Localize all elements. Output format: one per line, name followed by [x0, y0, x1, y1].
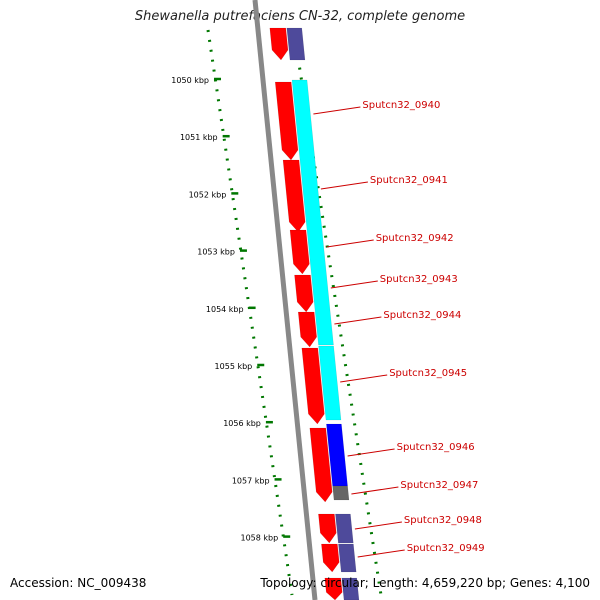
cog-block — [291, 79, 334, 346]
gene-leader-line — [347, 448, 395, 457]
gene-leader-line — [326, 239, 374, 248]
cds-arrow — [274, 81, 299, 161]
cds-arrow — [289, 229, 310, 275]
scale-label: 1051 kbp — [180, 133, 218, 142]
cog-block — [286, 27, 306, 61]
gene-label: Sputcn32_0942 — [376, 233, 454, 244]
cds-arrow — [294, 274, 314, 313]
scale-label: 1058 kbp — [240, 534, 278, 543]
scale-label: 1057 kbp — [232, 476, 270, 485]
cog-block — [335, 513, 354, 544]
cds-arrow — [282, 159, 306, 233]
gene-label: Sputcn32_0945 — [389, 368, 467, 379]
gene-leader-line — [340, 374, 388, 383]
accession-label: Accession: NC_009438 — [10, 576, 147, 590]
cds-arrow — [301, 347, 325, 425]
gene-leader-line — [320, 181, 368, 190]
scale-label: 1056 kbp — [223, 419, 261, 428]
gene-label: Sputcn32_0940 — [362, 100, 440, 111]
scale-label: 1054 kbp — [206, 305, 244, 314]
gene-label: Sputcn32_0943 — [380, 274, 458, 285]
gene-label: Sputcn32_0941 — [370, 175, 448, 186]
gene-leader-line — [357, 549, 405, 558]
scale-label: 1050 kbp — [171, 76, 209, 85]
gene-label: Sputcn32_0944 — [383, 310, 461, 321]
cds-arrow — [324, 577, 343, 600]
cog-block — [318, 345, 342, 421]
gene-leader-line — [351, 486, 399, 495]
scale-label: 1053 kbp — [197, 248, 235, 257]
cog-block — [338, 543, 357, 573]
cds-arrow — [318, 513, 337, 544]
backbone-line — [252, 0, 318, 600]
gene-leader-line — [330, 280, 378, 289]
scale-label: 1052 kbp — [189, 190, 227, 199]
gene-track-ticks — [293, 37, 383, 596]
gene-label: Sputcn32_0948 — [404, 515, 482, 526]
gene-leader-line — [354, 521, 402, 530]
cds-arrow — [321, 543, 340, 573]
cds-arrow — [269, 27, 289, 61]
gene-leader-line — [313, 106, 361, 115]
gene-label: Sputcn32_0947 — [400, 480, 478, 491]
cds-arrow — [309, 427, 333, 503]
topology-label: Topology: circular; Length: 4,659,220 bp… — [260, 576, 590, 590]
map-title: Shewanella putrefaciens CN-32, complete … — [134, 9, 466, 24]
cds-arrow — [297, 311, 317, 348]
cog-block — [332, 485, 350, 501]
gene-label: Sputcn32_0949 — [407, 543, 485, 554]
gene-leader-line — [334, 316, 382, 325]
scale-label: 1055 kbp — [215, 362, 253, 371]
gene-label: Sputcn32_0946 — [397, 442, 475, 453]
cog-block — [341, 577, 360, 600]
